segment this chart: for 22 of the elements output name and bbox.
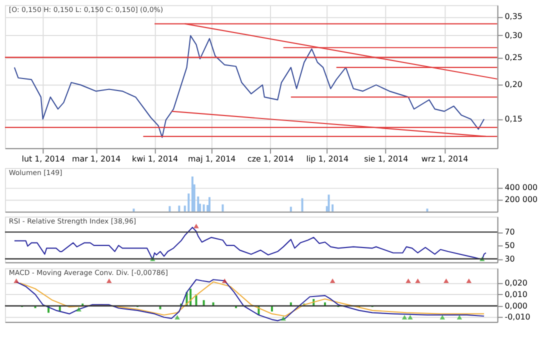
y-tick-label: 400 000 xyxy=(504,182,538,192)
y-tick-label: 0,000 xyxy=(504,301,528,310)
x-tick-label: lip 1, 2014 xyxy=(306,154,349,164)
y-tick-label: 0,30 xyxy=(504,30,522,40)
x-tick-label: mar 1, 2014 xyxy=(72,154,121,164)
x-tick-label: wrz 1, 2014 xyxy=(421,154,468,164)
x-tick-label: cze 1, 2014 xyxy=(247,154,294,164)
x-tick-label: kwi 1, 2014 xyxy=(132,154,178,164)
y-tick-label: 0,020 xyxy=(504,278,528,288)
x-tick-label: lut 1, 2014 xyxy=(22,154,65,164)
y-tick-label: 0,20 xyxy=(504,80,522,89)
y-tick-label: 0,010 xyxy=(504,290,528,299)
y-tick-label: 200 000 xyxy=(504,194,538,204)
x-tick-label: sie 1, 2014 xyxy=(364,154,408,164)
y-tick-label: -0,010 xyxy=(504,312,530,322)
y-tick-label: 70 xyxy=(504,228,515,237)
y-tick-label: 50 xyxy=(504,240,515,250)
y-tick-label: 0,25 xyxy=(504,52,522,62)
y-tick-label: 0,15 xyxy=(504,114,522,124)
x-tick-label: maj 1, 2014 xyxy=(188,154,236,164)
y-tick-label: 30 xyxy=(504,254,515,264)
y-tick-label: 0,35 xyxy=(504,12,522,22)
